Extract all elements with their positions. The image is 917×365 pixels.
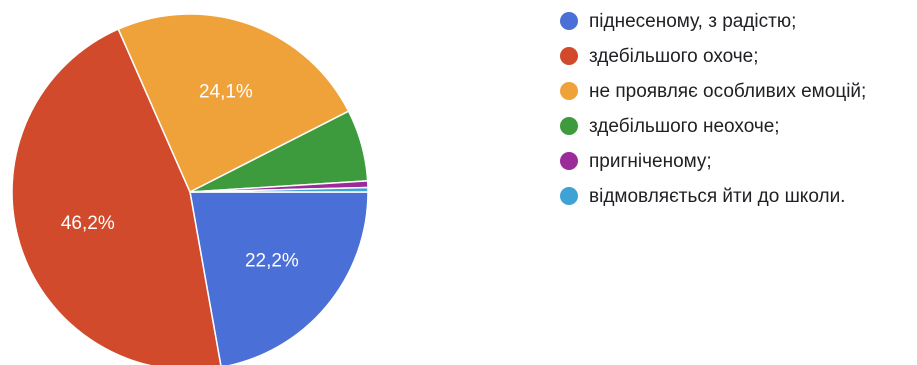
slice-value-label-1: 22,2% [245, 251, 299, 272]
legend-item-2: здебільшого охоче; [560, 43, 915, 70]
pie-slice-2 [11, 28, 222, 365]
legend-swatch-icon [560, 82, 578, 100]
legend-swatch-icon [560, 187, 578, 205]
chart-legend: піднесеному, з радістю; здебільшого охоче… [560, 8, 915, 218]
pie-slice-labels: 22,2% 46,2% 24,1% [61, 81, 299, 271]
legend-item-3: не проявляє особливих емоцій; [560, 78, 915, 105]
legend-swatch-icon [560, 47, 578, 65]
legend-swatch-icon [560, 152, 578, 170]
legend-swatch-icon [560, 117, 578, 135]
pie-slice-1 [189, 191, 369, 365]
pie-slice-3 [117, 13, 350, 194]
legend-label: не проявляє особливих емоцій; [589, 81, 867, 102]
legend-label: піднесеному, з радістю; [589, 11, 797, 32]
legend-swatch-icon [560, 12, 578, 30]
legend-label: відмовляється йти до школи. [589, 186, 846, 207]
legend-label: здебільшого охоче; [589, 46, 759, 67]
slice-value-label-2: 46,2% [61, 213, 115, 234]
legend-label: пригніченому; [589, 151, 712, 172]
legend-label: здебільшого неохоче; [589, 116, 780, 137]
legend-item-5: пригніченому; [560, 148, 915, 175]
legend-item-1: піднесеному, з радістю; [560, 8, 915, 35]
slice-value-label-3: 24,1% [199, 81, 253, 102]
legend-item-4: здебільшого неохоче; [560, 113, 915, 140]
legend-item-6: відмовляється йти до школи. [560, 183, 915, 210]
pie-slice-6 [189, 186, 369, 193]
pie-slices [11, 13, 369, 365]
